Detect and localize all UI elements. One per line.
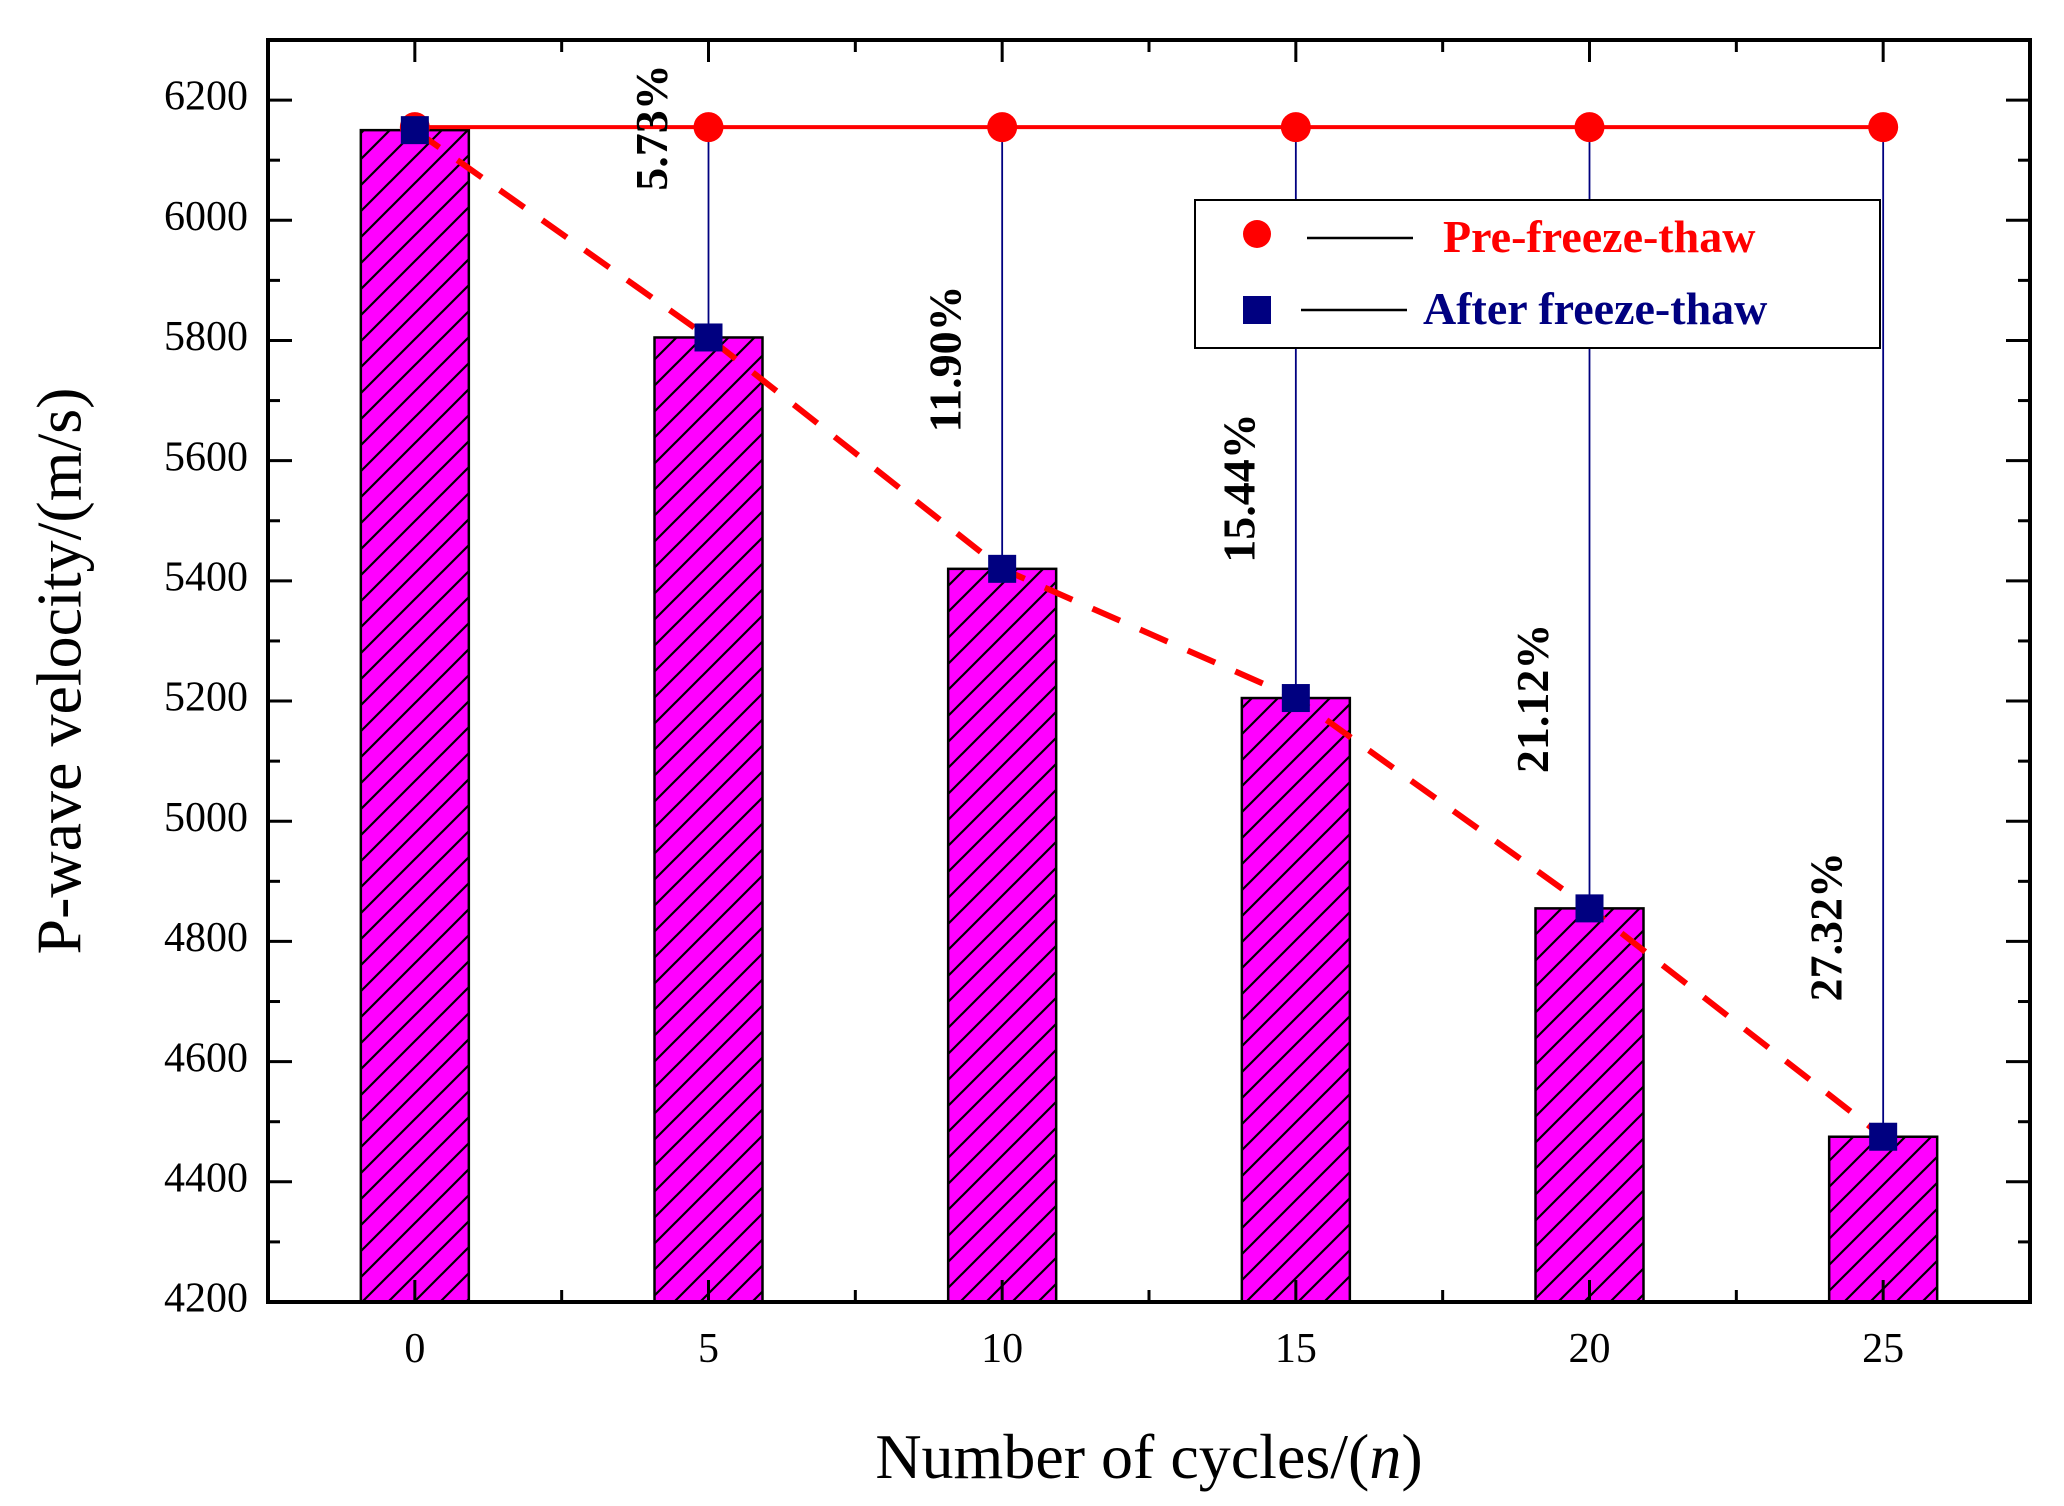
y-tick-label-4200: 4200 <box>164 1276 248 1322</box>
y-tick-label-4600: 4600 <box>164 1035 248 1081</box>
after-freeze-marker-0 <box>400 116 429 145</box>
x-axis: 0 5 10 15 20 25 <box>404 40 1904 1372</box>
after-freeze-marker-10 <box>988 554 1017 583</box>
x-tick-label-20: 20 <box>1569 1326 1611 1372</box>
legend-marker-pre-freeze <box>1243 220 1271 248</box>
y-tick-label-4400: 4400 <box>164 1155 248 1201</box>
pre-freeze-marker-20 <box>1574 112 1605 143</box>
legend-label-after-freeze: After freeze-thaw <box>1423 283 1767 334</box>
reduction-label-15: 15.44% <box>1213 413 1264 563</box>
y-tick-label-5200: 5200 <box>164 675 248 721</box>
legend-label-pre-freeze: Pre-freeze-thaw <box>1443 211 1755 262</box>
y-tick-label-5600: 5600 <box>164 434 248 480</box>
x-axis-title: Number of cycles/(n) <box>875 1421 1422 1492</box>
after-freeze-marker-25 <box>1869 1122 1898 1151</box>
after-freeze-marker-5 <box>694 323 723 352</box>
after-freeze-marker-20 <box>1575 894 1604 923</box>
y-tick-label-6000: 6000 <box>164 194 248 240</box>
x-tick-label-5: 5 <box>698 1326 719 1372</box>
reduction-label-10: 11.90% <box>920 285 971 432</box>
pre-freeze-marker-5 <box>693 112 724 143</box>
x-axis-title-end: ) <box>1401 1421 1422 1492</box>
legend-box <box>1194 199 1881 349</box>
markers-group <box>399 112 1899 1151</box>
y-tick-label-6200: 6200 <box>164 74 248 120</box>
x-tick-label-10: 10 <box>981 1326 1023 1372</box>
x-tick-label-25: 25 <box>1862 1326 1904 1372</box>
y-tick-label-5800: 5800 <box>164 314 248 360</box>
y-axis-title: P-wave velocity/(m/s) <box>24 388 95 955</box>
bar-15 <box>1240 696 1352 1304</box>
x-tick-label-15: 15 <box>1275 1326 1317 1372</box>
y-tick-label-5000: 5000 <box>164 795 248 841</box>
reduction-label-20: 21.12% <box>1507 624 1558 774</box>
bar-20 <box>1534 907 1645 1304</box>
bar-10 <box>946 567 1058 1304</box>
pre-freeze-marker-25 <box>1868 112 1899 143</box>
reduction-labels-group: 5.73% 11.90% 15.44% 21.12% 27.32% <box>626 64 1852 1001</box>
pre-freeze-marker-15 <box>1280 112 1311 143</box>
reduction-label-25: 27.32% <box>1801 852 1852 1002</box>
after-freeze-marker-15 <box>1281 684 1310 713</box>
pre-freeze-marker-10 <box>987 112 1018 143</box>
reduction-label-5: 5.73% <box>626 64 677 191</box>
bar-5 <box>653 336 764 1304</box>
x-tick-label-0: 0 <box>404 1326 425 1372</box>
legend-marker-after-freeze <box>1243 296 1271 324</box>
x-axis-title-variable: n <box>1369 1421 1401 1492</box>
legend: Pre-freeze-thaw After freeze-thaw <box>1194 199 1881 349</box>
y-tick-label-5400: 5400 <box>164 554 248 600</box>
y-tick-label-4800: 4800 <box>164 915 248 961</box>
bar-0 <box>359 128 471 1304</box>
trend-line <box>413 127 1886 1140</box>
x-axis-title-main: Number of cycles/( <box>875 1421 1369 1492</box>
y-axis: 4200 4400 4600 4800 5000 5200 5400 5600 5800 6000… <box>164 38 2030 1322</box>
bar-25 <box>1827 1135 1939 1304</box>
trend-group <box>413 127 1886 1140</box>
